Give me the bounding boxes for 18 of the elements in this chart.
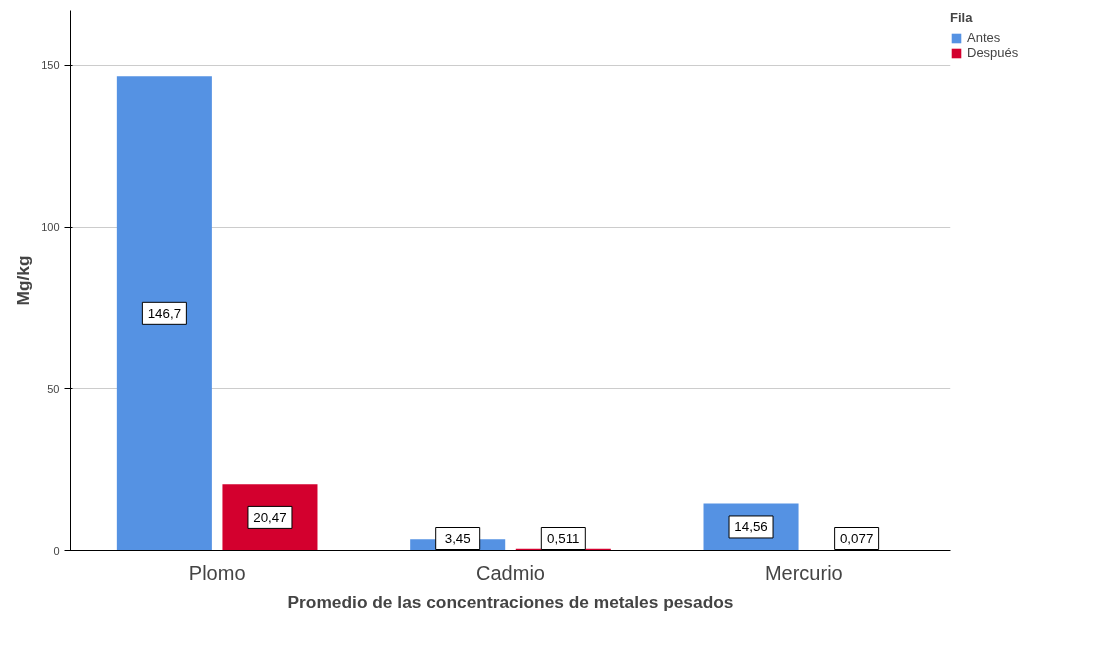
data-label: 14,56	[734, 519, 768, 535]
y-tick-label: 0	[53, 544, 60, 557]
legend-title: Fila	[950, 10, 974, 25]
data-label: 146,7	[147, 305, 182, 321]
x-tick-label: Mercurio	[764, 561, 843, 584]
data-label: 20,47	[253, 509, 287, 525]
legend-label: Antes	[967, 30, 1001, 45]
data-label: 3,45	[444, 531, 471, 546]
x-tick-label: Plomo	[188, 561, 246, 584]
y-tick-label: 50	[47, 382, 60, 395]
y-tick-label: 150	[41, 59, 60, 72]
x-tick-label: Cadmio	[476, 561, 545, 584]
data-label: 0,077	[839, 531, 874, 546]
y-tick-label: 100	[41, 221, 60, 234]
y-axis-title: Mg/kg	[13, 255, 34, 306]
x-axis-title: Promedio de las concentraciones de metales pesados	[287, 591, 734, 612]
data-label: 0,511	[547, 531, 580, 546]
legend-label: Después	[967, 45, 1019, 60]
